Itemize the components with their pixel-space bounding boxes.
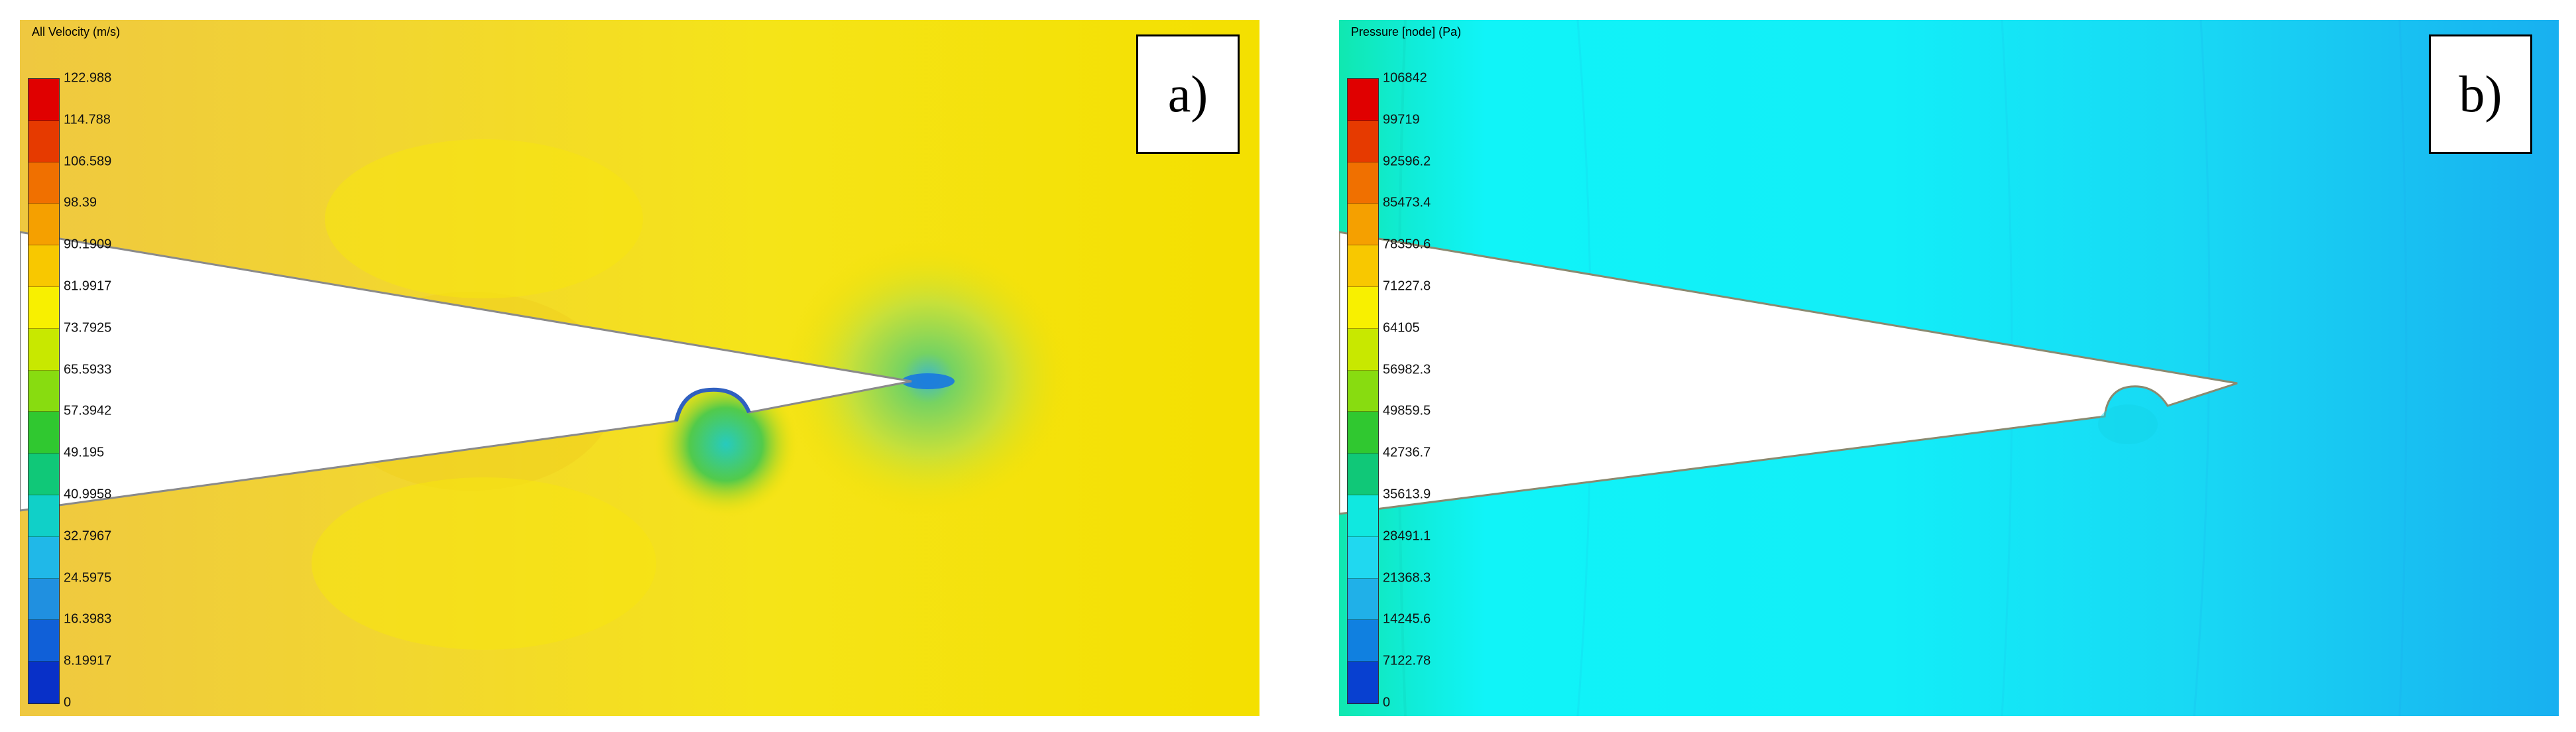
legend-tick-label: 24.5975 (64, 570, 112, 585)
legend-swatch (1348, 662, 1378, 703)
legend-swatch (29, 245, 59, 287)
panel-label: b) (2429, 34, 2532, 154)
legend-swatch (1348, 578, 1378, 621)
legend-swatch (29, 578, 59, 621)
legend-swatch (29, 328, 59, 371)
legend-swatch (1348, 120, 1378, 162)
legend-swatch (1348, 328, 1378, 371)
legend-swatch (29, 204, 59, 246)
color-legend-bar (1347, 78, 1379, 704)
legend-tick-label: 42736.7 (1383, 445, 1431, 460)
legend-swatch (29, 120, 59, 162)
legend-tick-label: 21368.3 (1383, 570, 1431, 585)
legend-swatch (29, 454, 59, 495)
legend-tick-label: 49.195 (64, 445, 105, 460)
velocity-contour-panel: All Velocity (m/s) 122.988 114.788 106.5… (20, 20, 1259, 716)
legend-tick-label: 14245.6 (1383, 611, 1431, 627)
legend-swatch (29, 412, 59, 454)
pressure-field-plot (1339, 20, 2559, 716)
legend-swatch (29, 286, 59, 329)
legend-swatch (29, 495, 59, 537)
legend-swatch (1348, 162, 1378, 204)
legend-tick-label: 28491.1 (1383, 528, 1431, 544)
velocity-field-plot (20, 20, 1259, 716)
legend-title: Pressure [node] (Pa) (1351, 25, 1462, 38)
legend-tick-label: 57.3942 (64, 403, 112, 418)
legend-tick-label: 40.9958 (64, 487, 112, 502)
legend-swatch (29, 662, 59, 703)
legend-tick-label: 98.39 (64, 195, 97, 210)
legend-tick-label: 85473.4 (1383, 195, 1431, 210)
legend-tick-label: 71227.8 (1383, 278, 1431, 294)
legend-tick-label: 90.1909 (64, 237, 112, 252)
legend-tick-label: 7122.78 (1383, 653, 1431, 668)
legend-swatch (1348, 454, 1378, 495)
legend-tick-label: 122.988 (64, 70, 112, 86)
legend-swatch (1348, 620, 1378, 662)
legend-tick-label: 32.7967 (64, 528, 112, 544)
legend-swatch (1348, 536, 1378, 579)
legend-tick-label: 35613.9 (1383, 487, 1431, 502)
legend-tick-label: 49859.5 (1383, 403, 1431, 418)
legend-swatch (1348, 204, 1378, 246)
legend-tick-label: 106842 (1383, 70, 1427, 86)
legend-tick-label: 78350.6 (1383, 237, 1431, 252)
legend-tick-label: 8.19917 (64, 653, 112, 668)
legend-tick-label: 64105 (1383, 320, 1420, 336)
legend-swatch (29, 620, 59, 662)
legend-swatch (1348, 370, 1378, 412)
legend-swatch (29, 162, 59, 204)
legend-tick-label: 106.589 (64, 154, 112, 169)
legend-tick-label: 0 (1383, 695, 1391, 710)
color-legend-bar (28, 78, 60, 704)
panel-label: a) (1136, 34, 1240, 154)
legend-swatch (1348, 412, 1378, 454)
pressure-contour-panel: Pressure [node] (Pa) 106842 99719 92596.… (1339, 20, 2559, 716)
legend-tick-label: 92596.2 (1383, 154, 1431, 169)
legend-title: All Velocity (m/s) (32, 25, 121, 38)
legend-swatch (1348, 495, 1378, 537)
legend-swatch (29, 536, 59, 579)
legend-tick-label: 114.788 (64, 112, 111, 127)
legend-tick-label: 56982.3 (1383, 362, 1431, 377)
legend-tick-label: 65.5933 (64, 362, 112, 377)
legend-tick-label: 73.7925 (64, 320, 112, 336)
legend-swatch (29, 79, 59, 121)
legend-swatch (1348, 286, 1378, 329)
legend-tick-label: 16.3983 (64, 611, 112, 627)
legend-tick-label: 81.9917 (64, 278, 112, 294)
legend-swatch (29, 370, 59, 412)
legend-tick-label: 99719 (1383, 112, 1420, 127)
legend-swatch (1348, 245, 1378, 287)
legend-swatch (1348, 79, 1378, 121)
legend-tick-label: 0 (64, 695, 72, 710)
